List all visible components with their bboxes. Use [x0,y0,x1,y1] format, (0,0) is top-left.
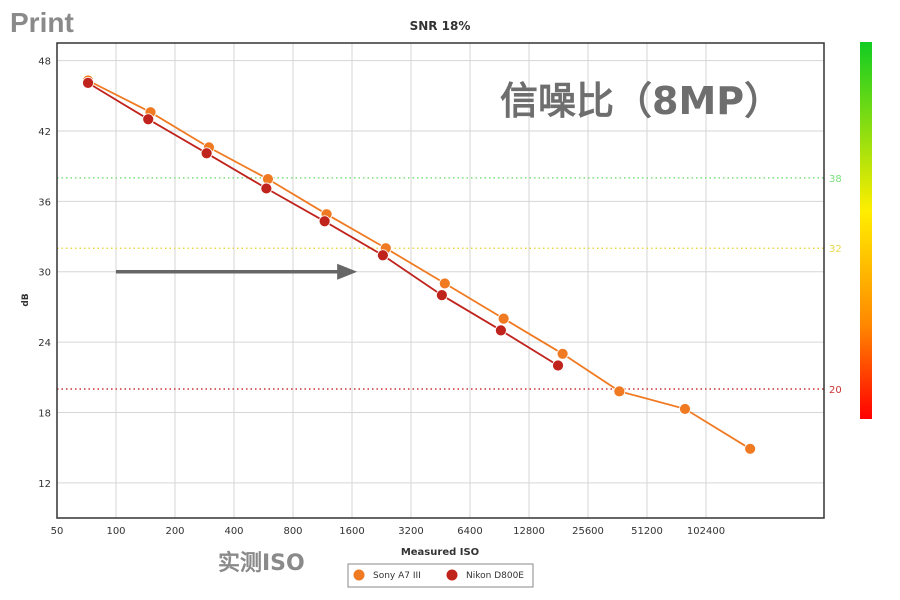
data-point-sony[interactable] [613,385,626,398]
y-tick-label: 42 [38,127,51,138]
y-tick-label: 18 [38,408,51,419]
series-layer [82,74,757,455]
data-point-nikon[interactable] [494,324,507,337]
threshold-label-32: 32 [829,244,842,255]
legend-sony-marker [353,569,365,581]
threshold-label-38: 38 [829,174,842,185]
print-label: Print [10,7,74,38]
x-tick-labels: 50 100 200 400 800 1600 3200 6400 12800 25600 5120… [51,526,725,537]
x-tick-label: 3200 [398,526,423,537]
x-tick-label: 102400 [687,526,725,537]
y-tick-label: 48 [38,57,51,68]
data-point-sony[interactable] [744,442,757,455]
x-tick-label: 51200 [631,526,663,537]
data-point-sony[interactable] [679,403,691,415]
data-point-sony[interactable] [497,312,510,325]
data-point-sony[interactable] [438,277,451,290]
threshold-label-20: 20 [829,385,842,396]
data-point-nikon[interactable] [82,76,94,89]
y-tick-label: 12 [38,479,51,490]
overlay-title-cn: 信噪比（8MP） [500,79,782,123]
annotation-layer [116,263,358,280]
plot-frame [56,42,825,519]
x-tick-label: 1600 [339,526,364,537]
y-axis-label: dB [21,293,31,306]
legend: Sony A7 III Nikon D800E [347,563,534,588]
y-tick-label: 36 [38,197,51,208]
legend-nikon-marker [446,569,458,581]
x-tick-label: 400 [224,526,243,537]
y-tick-label: 24 [38,338,51,349]
legend-sony-label: Sony A7 III [373,571,421,581]
x-tick-label: 25600 [572,526,604,537]
x-axis-label: Measured ISO [401,547,479,558]
y-tick-labels: 12 18 24 30 36 42 48 [38,57,51,490]
legend-item-nikon[interactable]: Nikon D800E [446,569,525,582]
chart-title: SNR 18% [410,19,471,33]
overlay-xlabel-cn: 实测ISO [218,550,305,576]
x-tick-label: 100 [106,526,125,537]
series-line-sony [87,79,751,450]
legend-item-sony[interactable]: Sony A7 III [353,569,421,582]
data-point-nikon[interactable] [376,249,389,262]
data-point-nikon[interactable] [200,147,213,160]
data-point-nikon[interactable] [142,113,155,126]
x-tick-label: 50 [51,526,64,537]
x-tick-label: 12800 [513,526,545,537]
y-tick-label: 30 [38,268,51,279]
x-tick-label: 6400 [457,526,482,537]
threshold-layer [57,177,824,390]
data-point-nikon[interactable] [435,289,448,302]
x-tick-label: 800 [283,526,302,537]
grid-layer [57,43,824,518]
data-point-nikon[interactable] [318,215,331,228]
data-point-nikon[interactable] [552,359,564,372]
x-tick-label: 200 [165,526,184,537]
arrow-head [337,263,358,280]
legend-nikon-label: Nikon D800E [466,571,524,581]
legend-box [347,563,534,588]
quality-color-scale [860,42,872,419]
data-point-sony[interactable] [556,347,569,360]
data-point-nikon[interactable] [260,182,273,195]
